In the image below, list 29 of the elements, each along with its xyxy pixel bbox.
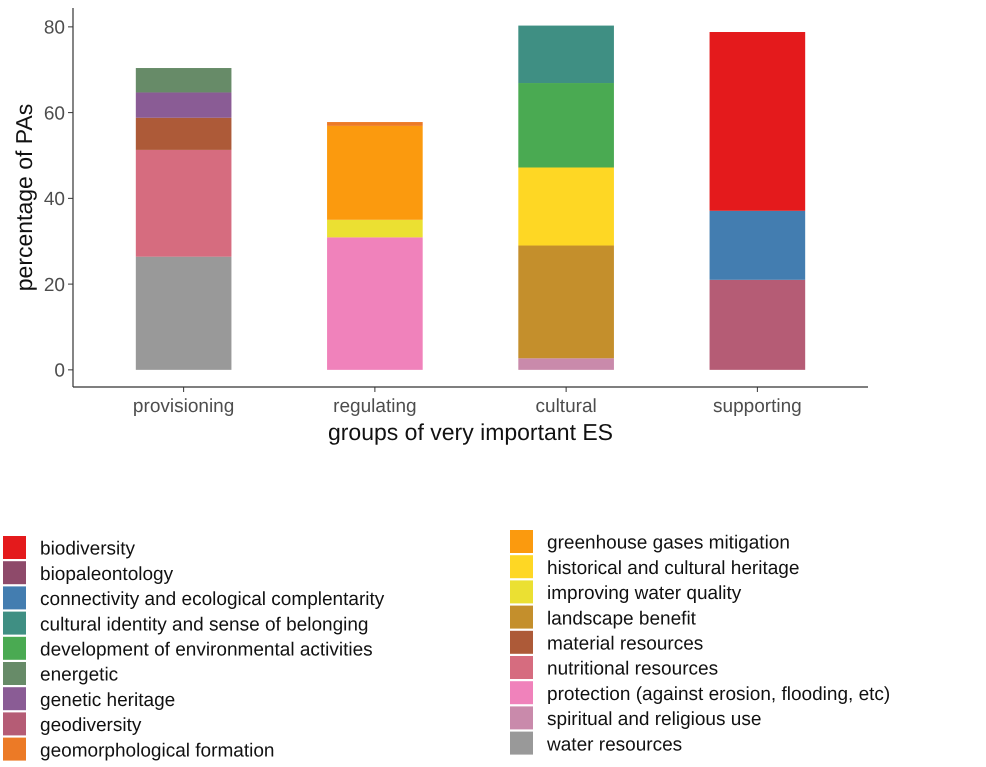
legend-label: connectivity and ecological complentarity	[40, 589, 385, 610]
legend-label: cultural identity and sense of belonging	[40, 614, 369, 636]
legend-label: geodiversity	[40, 715, 142, 736]
legend-label: water resources	[546, 734, 682, 756]
legend-label: genetic heritage	[40, 690, 176, 711]
y-axis-title: percentage of PAs	[11, 104, 37, 292]
legend-label: development of environmental activities	[40, 639, 373, 660]
y-tick-label: 40	[44, 189, 65, 210]
y-tick-label: 60	[44, 103, 65, 124]
x-tick-label: regulating	[333, 396, 417, 417]
legend-label: material resources	[547, 633, 704, 654]
legend-label: greenhouse gases mitigation	[547, 532, 790, 554]
legend-label: energetic	[40, 664, 118, 686]
legend-label: biopaleontology	[40, 564, 174, 585]
legend-label: geomorphological formation	[40, 740, 274, 762]
x-tick-label: provisioning	[132, 396, 234, 417]
legend-label: landscape benefit	[547, 608, 697, 630]
legend-label: nutritional resources	[547, 658, 718, 680]
y-tick-label: 80	[44, 18, 65, 39]
x-axis-title: groups of very important ES	[328, 419, 614, 445]
x-tick-label: supporting	[713, 396, 802, 417]
legend-label: spiritual and religious use	[547, 709, 762, 730]
legend-label: historical and cultural heritage	[547, 558, 800, 579]
legend-label: improving water quality	[547, 583, 742, 604]
legend-label: biodiversity	[40, 538, 136, 560]
y-tick-label: 0	[54, 360, 65, 382]
x-tick-label: cultural	[536, 396, 597, 417]
legend-label: protection (against erosion, flooding, etc)	[547, 684, 890, 705]
y-tick-label: 20	[44, 274, 65, 296]
